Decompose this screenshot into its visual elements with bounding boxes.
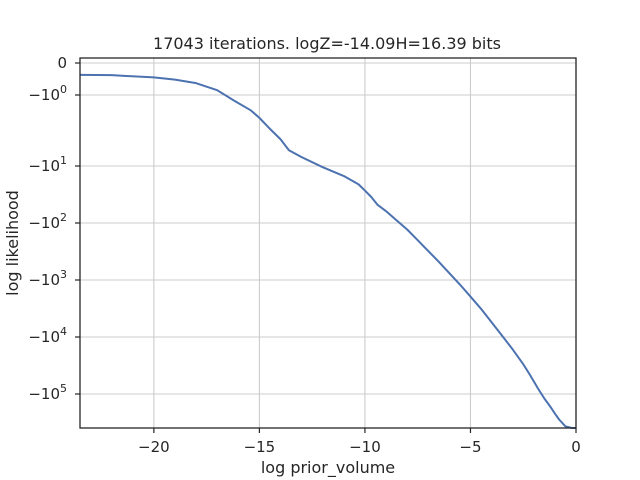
x-axis-label: log prior_volume [261,458,395,478]
x-tick-label: −15 [244,438,276,456]
x-tick-label: −5 [459,438,481,456]
chart-title: 17043 iterations. logZ=-14.09H=16.39 bit… [153,34,501,53]
x-axis: −20 −15 −10 −5 0 [138,428,581,456]
x-tick-label: 0 [571,438,581,456]
y-tick-label: −104 [28,325,67,346]
x-tick-label: −20 [138,438,170,456]
y-tick-label: −102 [28,211,67,232]
y-tick-label: −105 [28,382,67,403]
y-axis-label: log likelihood [3,190,22,296]
plot-area [79,73,576,429]
grid [80,58,577,428]
y-tick-label: −100 [28,83,67,104]
y-axis: 0 −100 −101 −102 −103 −104 −105 [28,54,80,403]
x-tick-label: −10 [349,438,381,456]
y-tick-label: −103 [28,268,67,289]
axes-frame [79,57,577,429]
y-tick-label: −101 [28,154,67,175]
series-line [79,73,576,429]
y-tick-label: 0 [57,54,67,72]
